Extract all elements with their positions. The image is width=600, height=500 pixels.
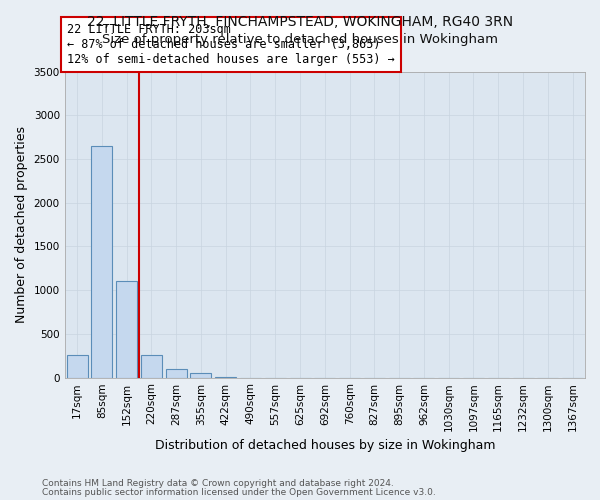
Bar xyxy=(67,356,88,378)
Bar xyxy=(166,369,187,378)
Text: 22 LITTLE FRYTH: 203sqm
← 87% of detached houses are smaller (3,865)
12% of semi: 22 LITTLE FRYTH: 203sqm ← 87% of detache… xyxy=(67,24,395,66)
Bar xyxy=(190,373,211,378)
Text: Contains public sector information licensed under the Open Government Licence v3: Contains public sector information licen… xyxy=(42,488,436,497)
Y-axis label: Number of detached properties: Number of detached properties xyxy=(15,126,28,323)
Bar xyxy=(91,146,112,378)
Bar xyxy=(116,282,137,378)
Text: Size of property relative to detached houses in Wokingham: Size of property relative to detached ho… xyxy=(102,32,498,46)
Text: Contains HM Land Registry data © Crown copyright and database right 2024.: Contains HM Land Registry data © Crown c… xyxy=(42,478,394,488)
Bar xyxy=(141,356,162,378)
X-axis label: Distribution of detached houses by size in Wokingham: Distribution of detached houses by size … xyxy=(155,440,495,452)
Text: 22, LITTLE FRYTH, FINCHAMPSTEAD, WOKINGHAM, RG40 3RN: 22, LITTLE FRYTH, FINCHAMPSTEAD, WOKINGH… xyxy=(87,15,513,29)
